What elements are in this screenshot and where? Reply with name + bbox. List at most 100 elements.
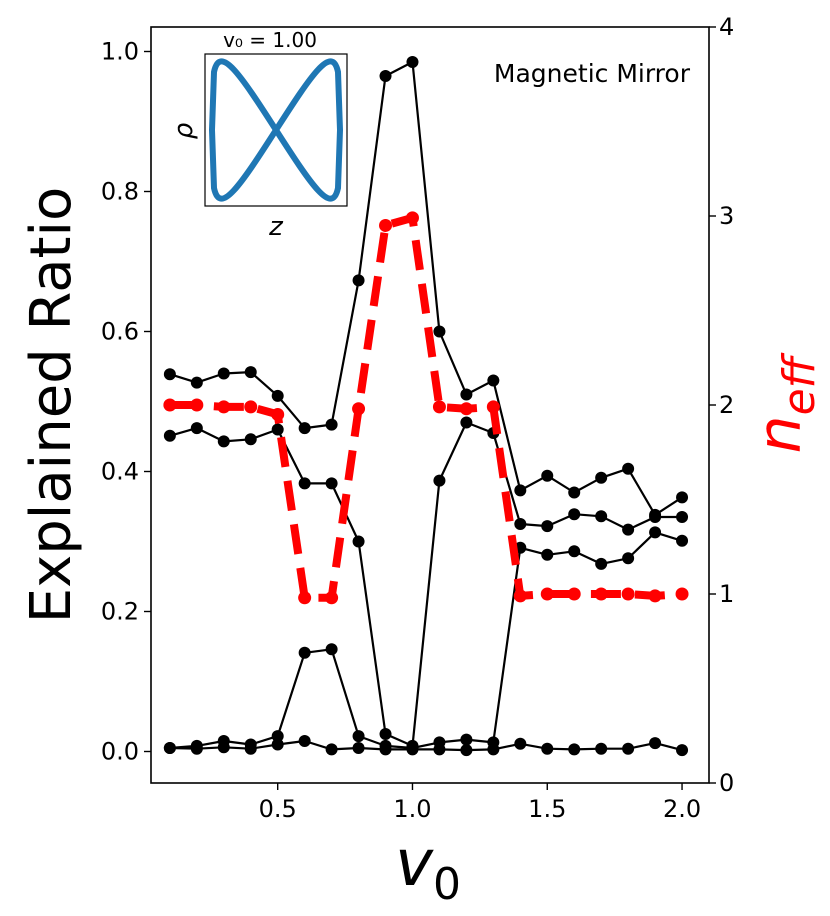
chart-annotation: Magnetic Mirror [494,59,691,88]
data-point [271,730,284,743]
n-eff-marker [459,402,473,416]
x-tick-label: 0.5 [259,795,297,823]
y-tick-label: 0.6 [101,318,139,346]
data-point [406,743,419,756]
data-point [352,742,365,754]
data-point [298,735,311,747]
y2-tick-label: 1 [719,580,734,608]
n-eff-marker [352,402,366,416]
data-point [622,523,635,536]
data-point [433,325,446,338]
data-point [217,741,230,754]
x-tick-label: 1.5 [528,795,566,823]
n-eff-marker [432,400,446,414]
data-point [622,742,635,755]
data-point [163,429,176,442]
inset-trajectory-curve [208,58,344,202]
y2-tick-label: 4 [719,13,734,41]
data-point [541,520,554,533]
data-point [433,743,446,756]
y-tick-label: 0.8 [101,178,139,206]
data-point [244,742,257,755]
data-point [217,367,230,380]
n-eff-marker [675,587,689,601]
data-point [595,742,608,755]
n-eff-marker [379,218,393,232]
y2-tick-label: 0 [719,769,734,797]
inset-title: v₀ = 1.00 [223,28,317,52]
inset-y-label: ρ [169,122,199,139]
n-eff-marker [217,400,231,414]
data-point [514,484,527,497]
n-eff-marker [648,589,662,603]
data-point [676,744,689,757]
data-point [487,743,500,756]
data-point [460,733,473,746]
data-point [676,534,689,547]
y-tick-label: 0.0 [101,738,139,766]
data-point [433,474,446,487]
x-axis-label-sub: 0 [433,859,461,910]
data-point [568,508,581,521]
n-eff-marker [594,587,608,601]
y2-tick-label: 3 [719,202,734,230]
data-point [325,743,338,756]
data-point [298,646,311,659]
y2-axis-label-main: n [745,415,815,453]
data-point [352,730,365,743]
data-point [379,743,392,756]
x-axis-label-main: v [395,827,434,901]
series-line [169,421,682,748]
data-point [271,423,284,436]
data-point [460,744,473,757]
data-point [595,471,608,484]
data-point [541,548,554,561]
data-point [244,366,257,379]
data-point [541,742,554,755]
y-axis-label: Explained Ratio [19,187,84,624]
data-point [460,388,473,401]
series-component-1 [163,56,689,521]
x-ticks: 0.5 1.0 1.5 2.0 [259,783,701,823]
n-eff-marker [540,587,554,601]
data-point [163,368,176,381]
n-eff-marker [244,400,258,414]
data-point [352,535,365,548]
series-layer [163,56,689,757]
data-point [568,743,581,756]
left-y-ticks: 0.0 0.2 0.4 0.6 0.8 1.0 [101,38,151,766]
data-point [568,545,581,558]
x-tick-label: 2.0 [663,795,701,823]
n-eff-marker [298,591,312,605]
data-point [379,728,392,740]
data-point [676,491,689,504]
n-eff-marker [621,587,635,601]
data-point [514,518,527,530]
series-component-3 [163,526,689,754]
data-point [487,374,500,387]
data-point [676,511,689,523]
data-point [352,274,365,287]
data-point [568,486,581,499]
series-component-2 [163,416,689,752]
n-eff-marker [486,400,500,414]
n-eff-marker [271,407,285,421]
data-point [460,416,473,429]
data-point [514,737,527,750]
y-tick-label: 1.0 [101,38,139,66]
y2-axis-label-sub: eff [774,352,825,415]
y-tick-label: 0.2 [101,598,139,626]
data-point [406,56,419,68]
data-point [244,433,257,446]
right-y-ticks: 0 1 2 3 4 [709,13,734,797]
data-point [271,389,284,402]
data-point [163,742,176,754]
y-tick-label: 0.4 [101,458,139,486]
data-point [217,435,230,448]
data-point [325,477,338,490]
data-point [325,643,338,656]
x-axis-label: v0 [395,827,461,910]
data-point [190,422,203,435]
data-point [190,742,203,755]
